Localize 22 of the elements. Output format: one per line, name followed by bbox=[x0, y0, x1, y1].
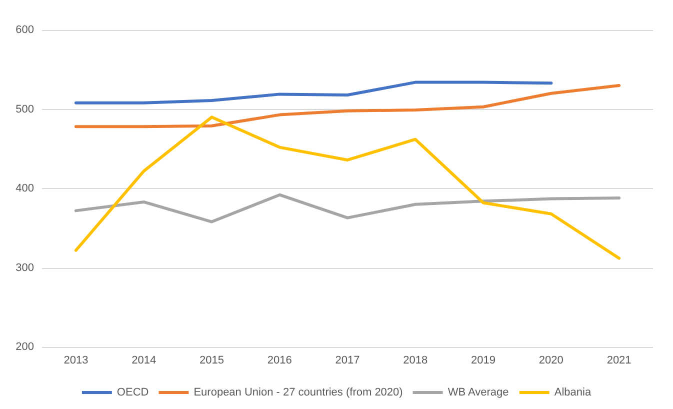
x-tick-label: 2019 bbox=[471, 354, 496, 366]
legend-label: European Union - 27 countries (from 2020) bbox=[194, 386, 403, 398]
y-tick-label: 200 bbox=[16, 341, 34, 353]
line-series bbox=[74, 80, 553, 104]
line-series bbox=[74, 193, 621, 224]
line-series bbox=[74, 84, 621, 128]
y-tick-label: 600 bbox=[16, 24, 34, 36]
x-tick-label: 2015 bbox=[199, 354, 224, 366]
x-tick-label: 2018 bbox=[403, 354, 428, 366]
line-series bbox=[74, 116, 621, 260]
x-tick-label: 2014 bbox=[132, 354, 156, 366]
x-tick-label: 2016 bbox=[267, 354, 292, 366]
y-tick-label: 500 bbox=[16, 103, 34, 116]
x-tick-label: 2017 bbox=[335, 354, 360, 366]
legend-label: WB Average bbox=[448, 386, 509, 398]
x-tick-label: 2021 bbox=[606, 354, 632, 366]
legend-label: Albania bbox=[554, 386, 592, 398]
legend-label: OECD bbox=[116, 386, 149, 398]
x-tick-label: 2013 bbox=[64, 354, 88, 366]
y-tick-label: 300 bbox=[16, 262, 34, 274]
x-tick-label: 2020 bbox=[538, 354, 564, 366]
y-tick-label: 400 bbox=[16, 182, 34, 194]
